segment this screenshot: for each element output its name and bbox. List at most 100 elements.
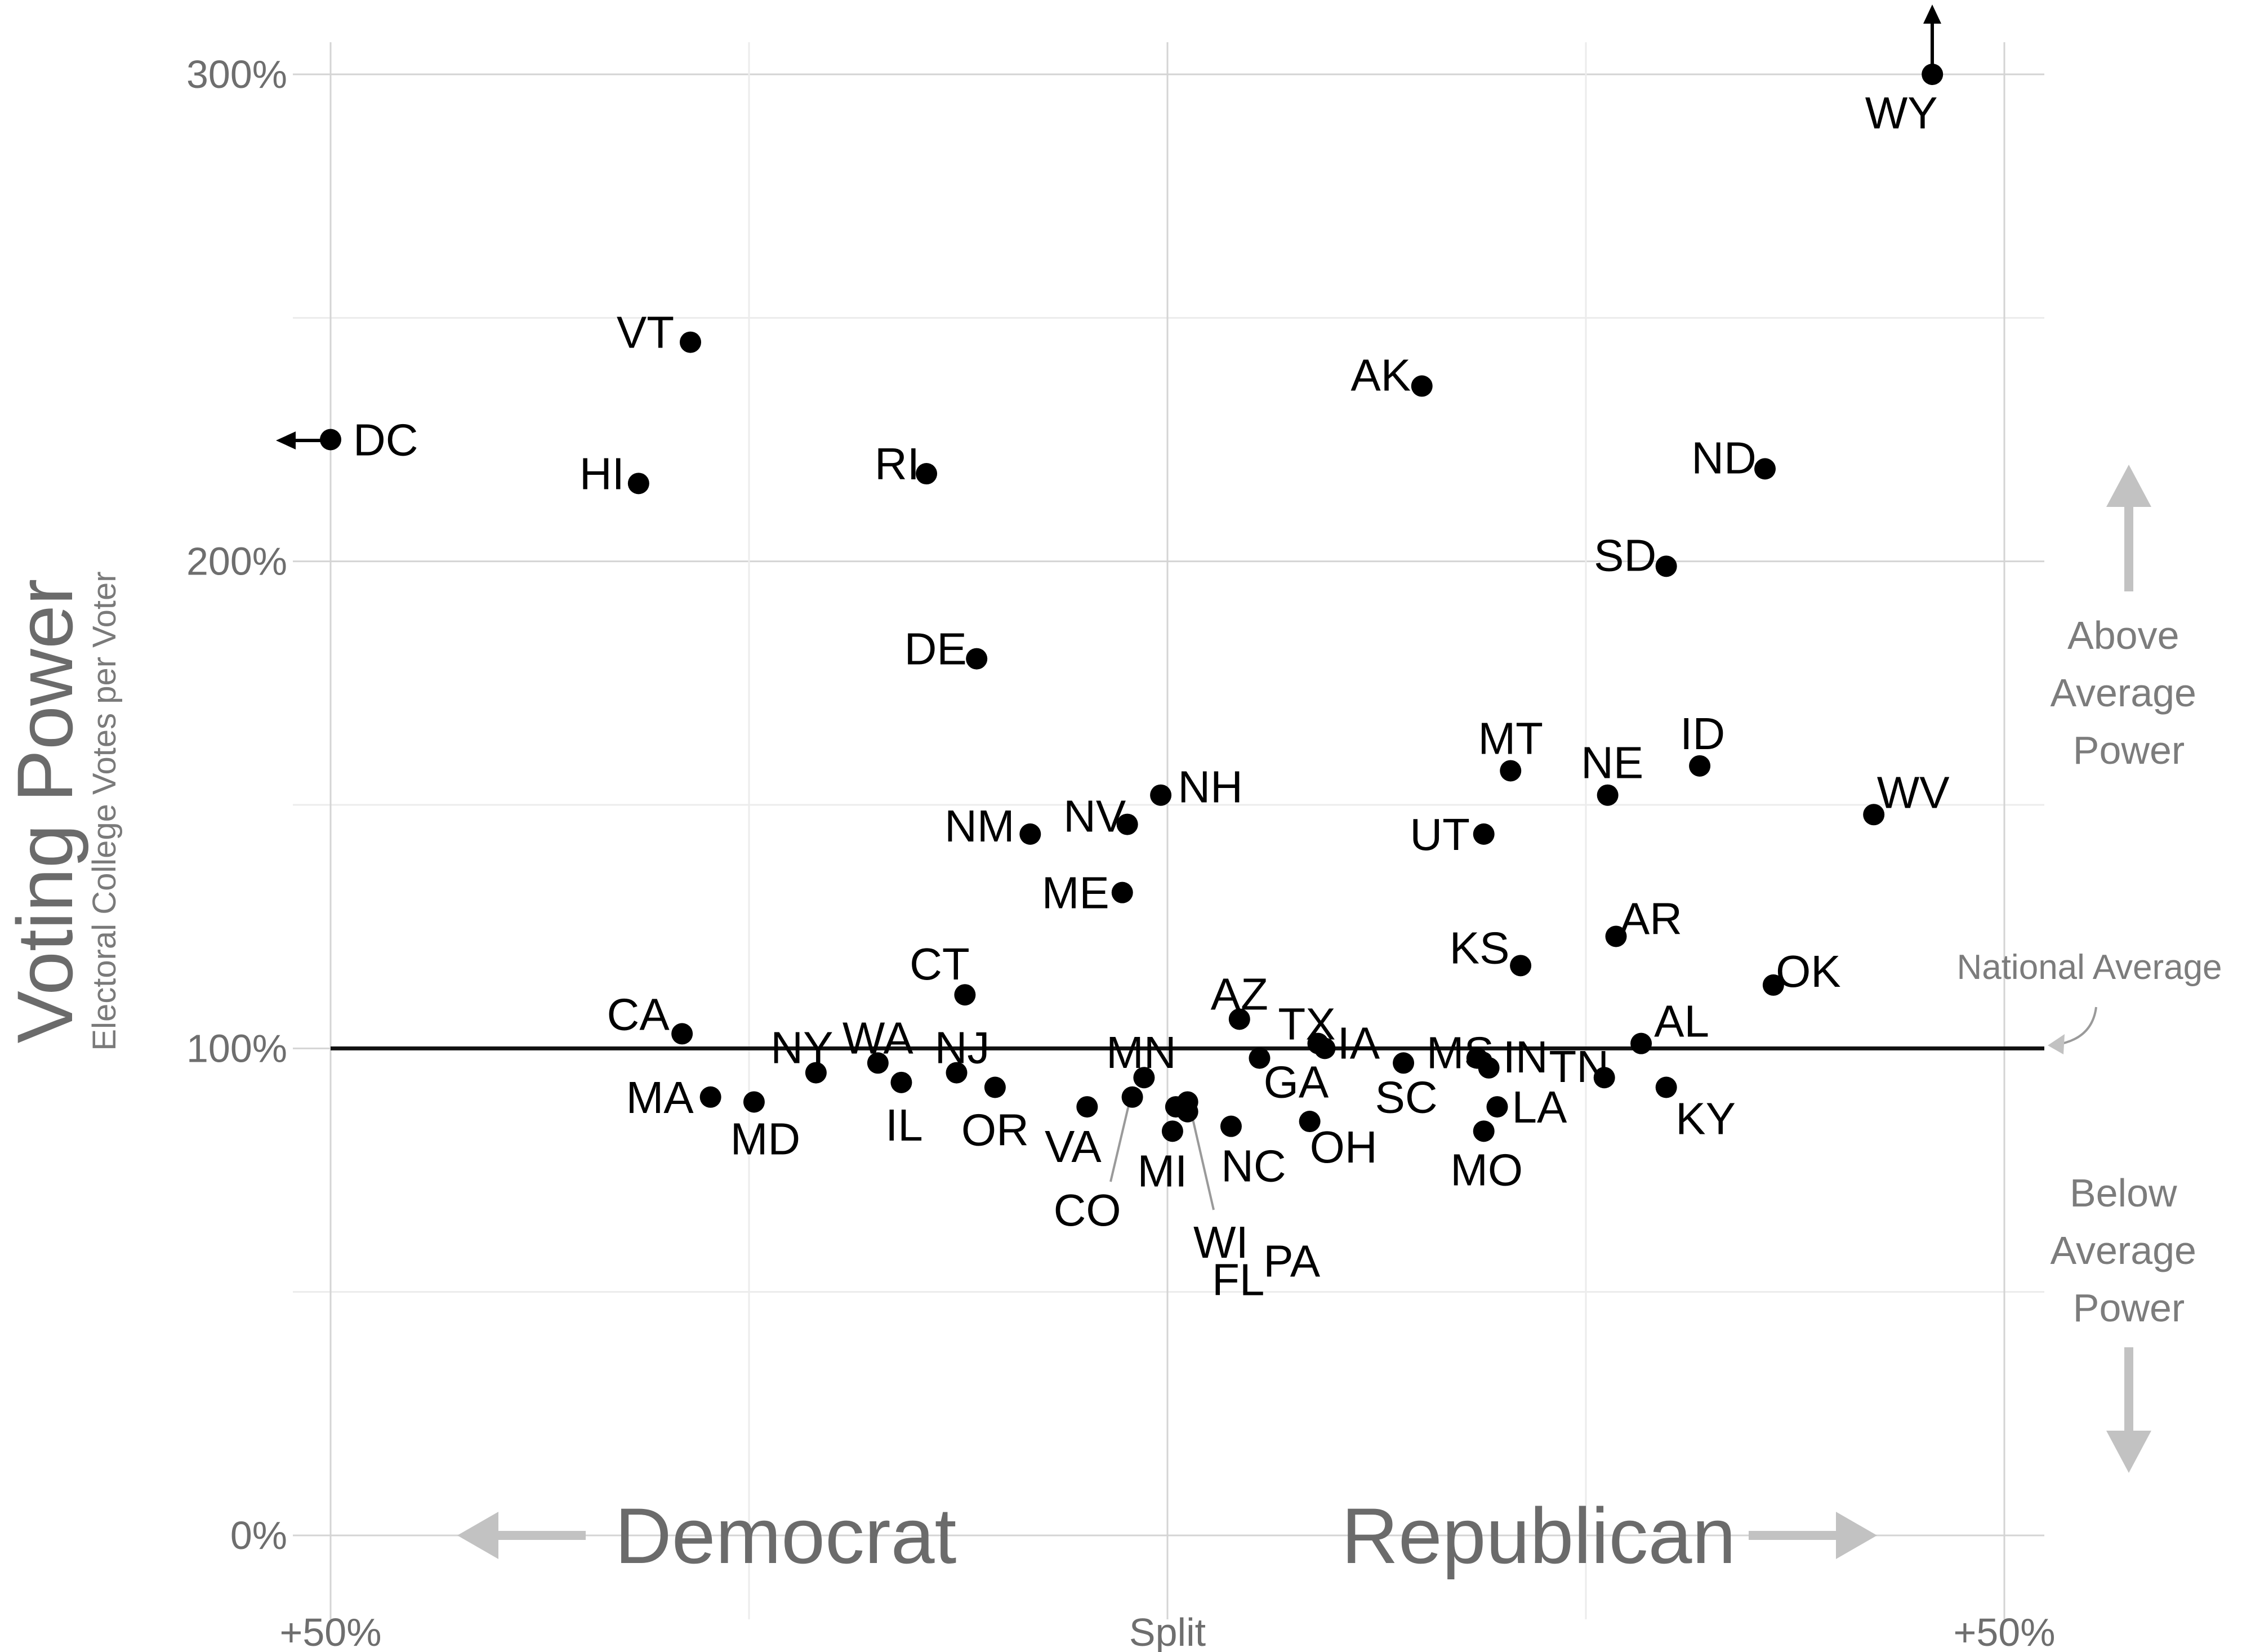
label-al: AL	[1654, 996, 1709, 1047]
y-tick-label: 0%	[230, 1513, 287, 1557]
point-ok	[1762, 974, 1784, 996]
y-axis-title: Voting Power	[1, 579, 89, 1044]
point-nm	[1019, 823, 1041, 845]
point-mn	[1133, 1067, 1155, 1089]
label-mn: MN	[1106, 1027, 1176, 1077]
label-tx: TX	[1278, 999, 1335, 1049]
label-ut: UT	[1410, 809, 1470, 860]
democrat-label: Democrat	[615, 1491, 957, 1580]
y-tick-label: 300%	[186, 52, 287, 96]
y-axis-subtitle: Electoral College Votes per Voter	[86, 571, 123, 1050]
above-average-annotation: Above Average Power	[2051, 465, 2196, 772]
label-nc: NC	[1221, 1141, 1286, 1191]
label-pa: PA	[1263, 1236, 1320, 1286]
label-oh: OH	[1310, 1122, 1378, 1172]
x-tick-label: Split	[1129, 1610, 1206, 1652]
point-sc	[1393, 1052, 1415, 1074]
point-ri	[916, 463, 938, 485]
point-nh	[1150, 784, 1172, 806]
label-ky: KY	[1675, 1094, 1736, 1144]
point-ar	[1605, 925, 1627, 947]
label-ga: GA	[1264, 1057, 1329, 1107]
label-ms: MS	[1427, 1028, 1494, 1078]
data-points	[320, 64, 1944, 1142]
label-ma: MA	[626, 1072, 694, 1123]
point-ma	[699, 1086, 721, 1108]
label-tn: TN	[1549, 1041, 1609, 1092]
point-me	[1111, 881, 1133, 903]
down-arrowhead-icon	[2106, 1431, 2151, 1473]
label-nm: NM	[944, 801, 1014, 851]
label-me: ME	[1042, 868, 1109, 918]
y-tick-label: 100%	[186, 1026, 287, 1070]
label-wy: WY	[1865, 88, 1938, 138]
label-la: LA	[1512, 1082, 1567, 1132]
point-sd	[1655, 555, 1677, 577]
point-ca	[671, 1023, 693, 1045]
democrat-direction: Democrat	[457, 1491, 956, 1580]
point-de	[966, 648, 988, 670]
label-vt: VT	[617, 308, 674, 358]
label-ok: OK	[1776, 946, 1841, 996]
label-in: IN	[1503, 1032, 1548, 1082]
label-ri: RI	[875, 439, 920, 489]
label-fl: FL	[1212, 1254, 1264, 1304]
label-ne: NE	[1581, 738, 1643, 788]
label-ks: KS	[1450, 923, 1510, 973]
point-nj	[946, 1062, 968, 1084]
point-id	[1689, 755, 1711, 777]
label-de: DE	[904, 624, 967, 674]
below-average-annotation: Below Average Power	[2051, 1171, 2196, 1473]
label-ny: NY	[770, 1023, 833, 1073]
label-ar: AR	[1620, 893, 1682, 943]
label-il: IL	[885, 1100, 923, 1150]
label-mi: MI	[1137, 1146, 1187, 1196]
point-hi	[627, 473, 649, 495]
wy-out-of-range-arrow-icon	[1923, 5, 1941, 69]
up-arrowhead-icon	[2106, 465, 2151, 507]
right-arrowhead-icon	[1836, 1512, 1877, 1559]
label-wi: WI	[1193, 1217, 1249, 1267]
label-or: OR	[961, 1105, 1029, 1155]
point-az	[1228, 1008, 1250, 1030]
republican-label: Republican	[1341, 1491, 1736, 1580]
label-nh: NH	[1178, 762, 1243, 812]
label-ia: IA	[1338, 1018, 1380, 1068]
point-mo	[1473, 1120, 1495, 1142]
label-mt: MT	[1478, 713, 1544, 763]
point-ia	[1314, 1037, 1336, 1059]
point-al	[1630, 1032, 1652, 1054]
label-az: AZ	[1211, 969, 1268, 1019]
point-tn	[1593, 1067, 1615, 1089]
national-average-label: National Average	[1956, 948, 2222, 987]
point-ut	[1473, 823, 1495, 845]
point-in	[1478, 1057, 1500, 1079]
left-arrowhead-icon	[457, 1512, 498, 1559]
point-mi	[1161, 1120, 1183, 1142]
label-leaders	[1109, 1098, 1215, 1210]
label-wa: WA	[843, 1013, 914, 1063]
label-wv: WV	[1877, 767, 1950, 817]
y-tick-label: 200%	[186, 540, 287, 584]
label-dc: DC	[353, 415, 418, 465]
point-dc	[320, 429, 341, 451]
label-nv: NV	[1063, 791, 1126, 841]
point-ct	[954, 984, 976, 1006]
republican-direction: Republican	[1341, 1491, 1877, 1580]
point-co	[1121, 1086, 1143, 1108]
axis-ticks: 0% 100% 200% 300% +50% Split +50%	[186, 52, 2056, 1652]
label-id: ID	[1680, 709, 1725, 759]
label-ct: CT	[910, 939, 970, 989]
point-md	[743, 1091, 765, 1113]
point-ak	[1411, 375, 1433, 397]
label-sd: SD	[1594, 530, 1656, 580]
point-ga	[1249, 1047, 1271, 1069]
label-nd: ND	[1691, 433, 1757, 483]
label-va: VA	[1045, 1121, 1102, 1172]
grid	[293, 42, 2044, 1619]
x-tick-label: +50%	[1954, 1610, 2056, 1652]
data-labels: DC WY VT HI RI AK ND SD DE MT NE ID WV NM NV NH UT ME AR KS…	[353, 88, 1950, 1304]
point-ky	[1655, 1076, 1677, 1098]
point-ks	[1510, 955, 1532, 977]
point-nc	[1220, 1115, 1242, 1137]
